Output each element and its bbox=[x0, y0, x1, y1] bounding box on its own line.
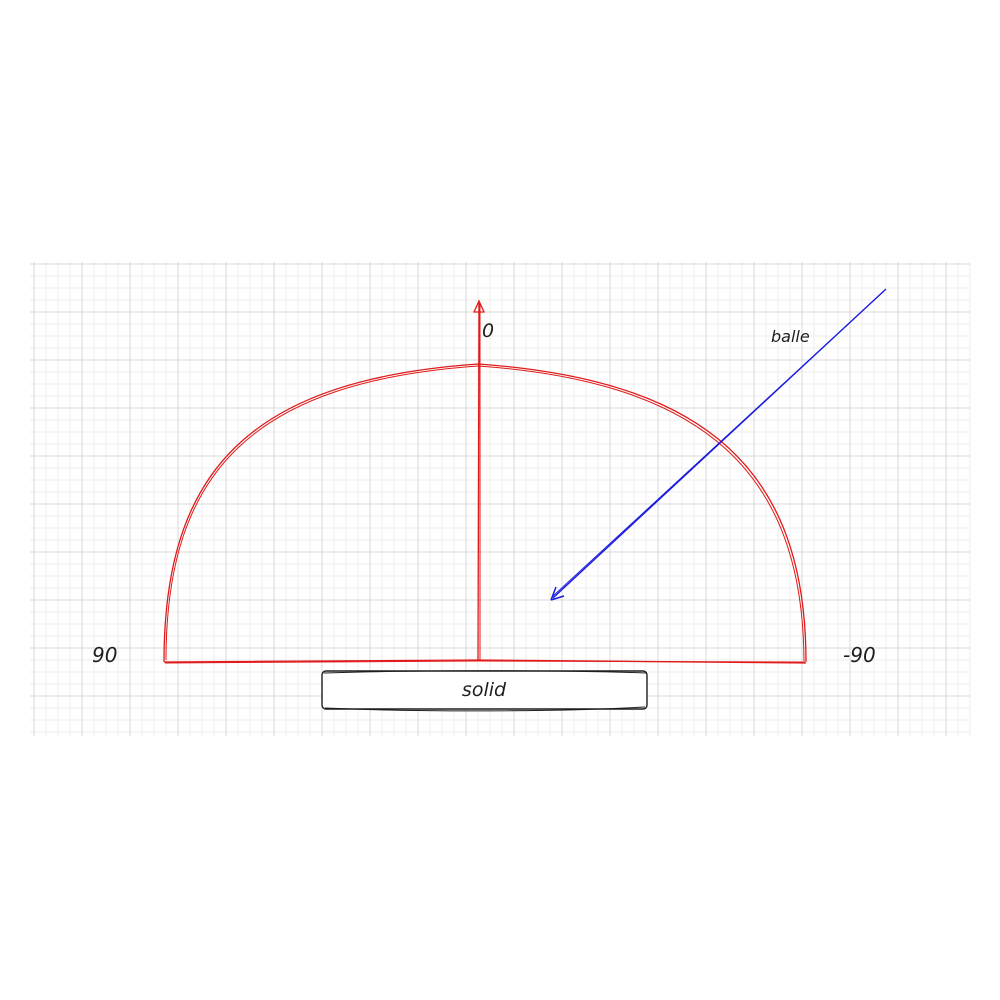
arrow-head-icon bbox=[472, 299, 486, 313]
protractor-arc-sketch bbox=[165, 365, 805, 662]
right-angle-label: -90 bbox=[843, 643, 876, 667]
ball-label: balle bbox=[771, 327, 810, 346]
grid bbox=[30, 262, 971, 736]
ball-arrow bbox=[550, 288, 887, 601]
solid-box: solid bbox=[321, 670, 648, 712]
protractor-arc bbox=[163, 363, 807, 663]
protractor-baseline-sketch bbox=[164, 660, 806, 664]
solid-label: solid bbox=[462, 679, 507, 701]
zero-axis-arrow bbox=[472, 299, 486, 661]
left-angle-label: 90 bbox=[92, 643, 117, 667]
ball-arrow-head-icon bbox=[550, 586, 565, 601]
grid-major-lines bbox=[30, 262, 970, 736]
zero-label: 0 bbox=[482, 320, 494, 342]
